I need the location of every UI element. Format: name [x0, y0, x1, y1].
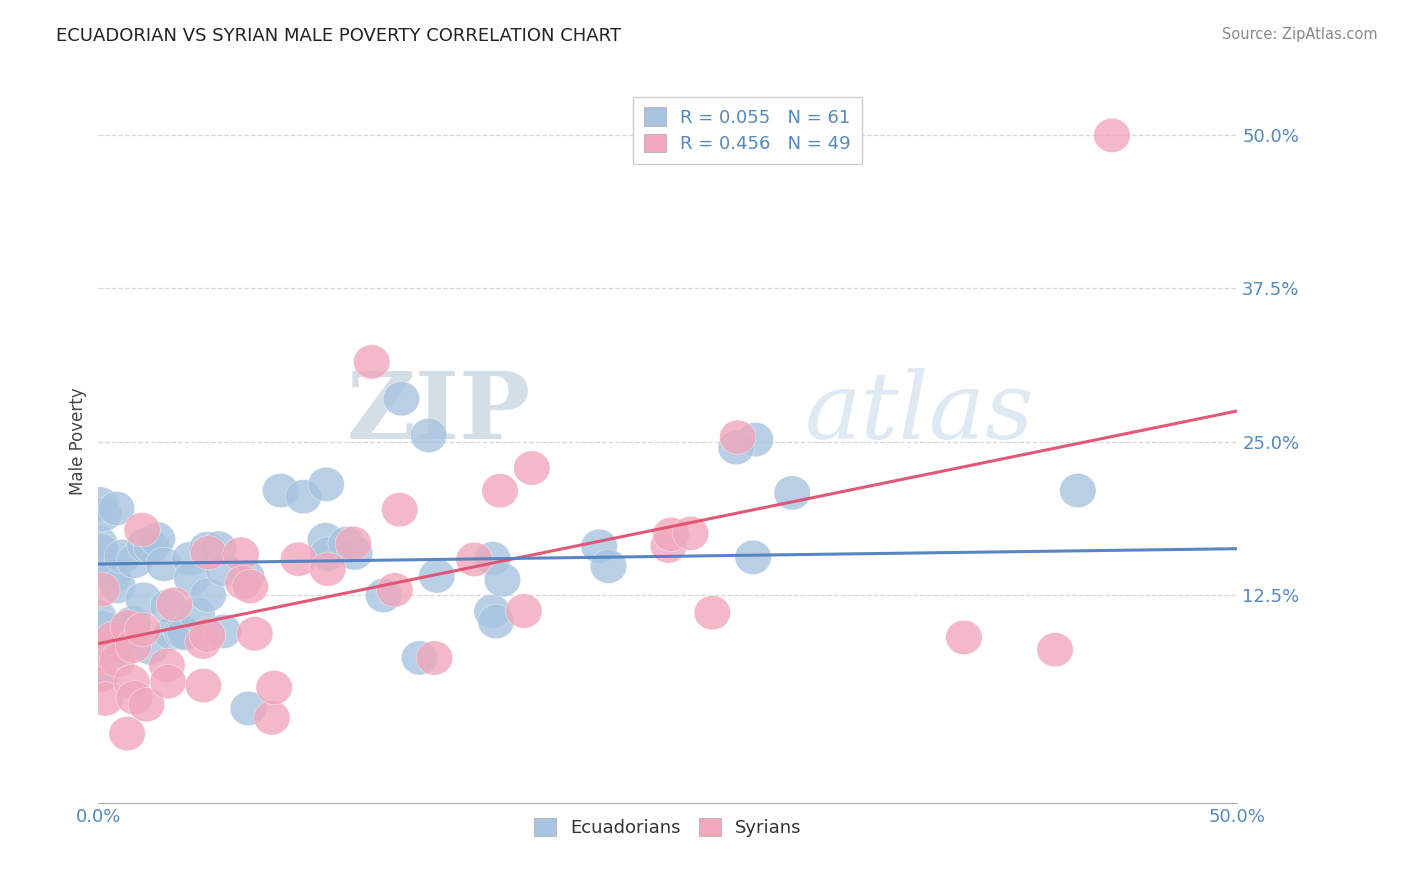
Text: ECUADORIAN VS SYRIAN MALE POVERTY CORRELATION CHART: ECUADORIAN VS SYRIAN MALE POVERTY CORREL…	[56, 27, 621, 45]
Legend: Ecuadorians, Syrians: Ecuadorians, Syrians	[527, 811, 808, 845]
Y-axis label: Male Poverty: Male Poverty	[69, 388, 87, 495]
Text: Source: ZipAtlas.com: Source: ZipAtlas.com	[1222, 27, 1378, 42]
Text: ZIP: ZIP	[347, 368, 531, 458]
Text: atlas: atlas	[804, 368, 1033, 458]
